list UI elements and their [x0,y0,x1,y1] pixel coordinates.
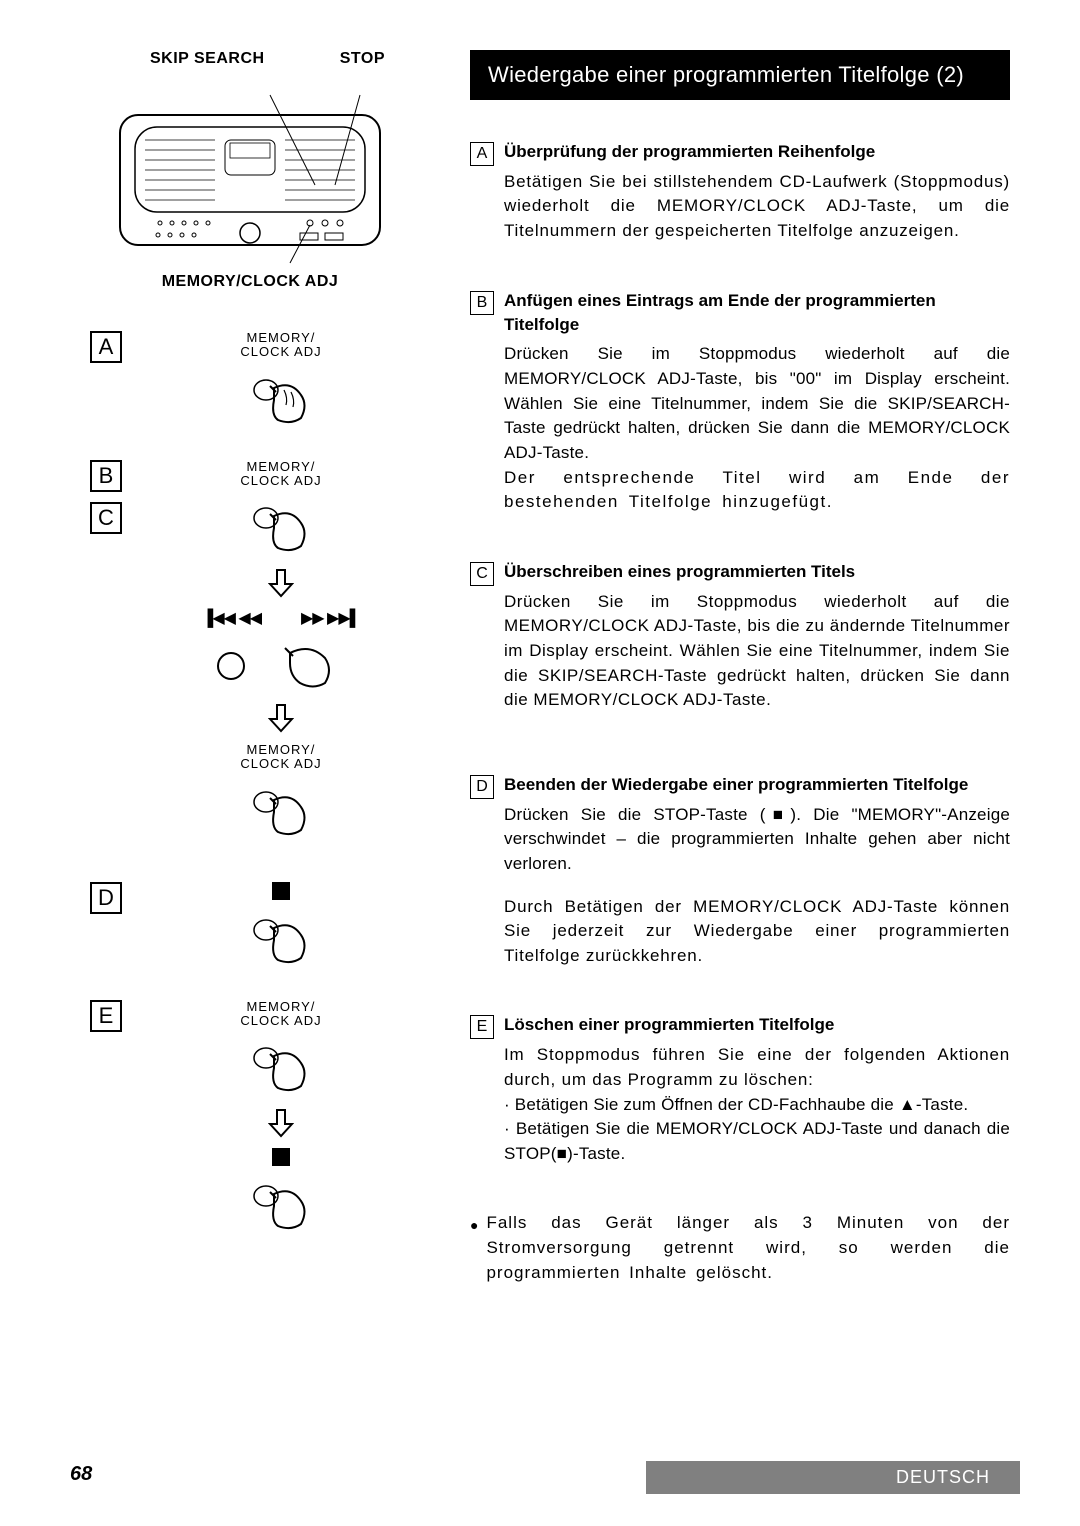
title-bar: Wiedergabe einer programmierten Titelfol… [470,50,1010,100]
hand-press-icon [246,782,316,842]
mem-label-bc1: MEMORY/CLOCK ADJ [240,460,321,489]
circle-icon [217,652,245,680]
section-e-letter: E [470,1015,494,1039]
section-a: A Überprüfung der programmierten Reihenf… [470,140,1010,244]
down-arrow-icon [268,568,294,598]
skip-search-label: SKIP SEARCH [150,50,265,68]
mem-label-e: MEMORY/CLOCK ADJ [240,1000,321,1029]
mem-label-bc2: MEMORY/CLOCK ADJ [240,743,321,772]
step-bc-row: B C MEMORY/CLOCK ADJ ▐◀◀ ◀◀ ▶▶ ▶▶▌ [60,460,440,842]
section-c-body: Drücken Sie im Stoppmodus wiederholt auf… [504,590,1010,713]
hand-press-icon [246,910,316,970]
section-d-letter: D [470,775,494,799]
note-row: ● Falls das Gerät länger als 3 Minuten v… [470,1211,1010,1285]
section-d: D Beenden der Wiedergabe einer programmi… [470,773,1010,969]
hand-press-icon [246,1038,316,1098]
section-d-heading: Beenden der Wiedergabe einer programmier… [504,773,1010,797]
bullet-icon: ● [470,1215,478,1235]
section-b-body1: Drücken Sie im Stoppmodus wiederholt auf… [504,342,1010,465]
left-column: SKIP SEARCH STOP [60,50,440,1285]
step-b-letter: B [90,460,122,492]
top-labels: SKIP SEARCH STOP [90,50,410,80]
device-illustration [110,85,390,265]
step-e-row: E MEMORY/CLOCK ADJ [60,1000,440,1237]
section-e-body1: Im Stoppmodus führen Sie eine der folgen… [504,1043,1010,1092]
section-b: B Anfügen eines Eintrags am Ende der pro… [470,289,1010,515]
down-arrow-icon [268,703,294,733]
down-arrow-icon [268,1108,294,1138]
section-c-letter: C [470,562,494,586]
stop-icon [272,882,290,900]
step-d-letter: D [90,882,122,914]
section-c: C Überschreiben eines programmierten Tit… [470,560,1010,713]
memory-clock-label: MEMORY/CLOCK ADJ [162,273,339,291]
right-column: Wiedergabe einer programmierten Titelfol… [470,50,1010,1285]
stop-icon [272,1148,290,1166]
section-d-body1: Drücken Sie die STOP-Taste (■). Die "MEM… [504,803,1010,877]
language-bar: DEUTSCH [646,1461,1020,1494]
section-a-letter: A [470,142,494,166]
step-d-row: D [60,882,440,970]
mem-label-a: MEMORY/CLOCK ADJ [240,331,321,360]
section-a-body: Betätigen Sie bei stillstehendem CD-Lauf… [504,170,1010,244]
page-number: 68 [70,1463,92,1486]
note-text: Falls das Gerät länger als 3 Minuten von… [486,1211,1010,1285]
hand-press-icon [246,498,316,558]
section-e-heading: Löschen einer programmierten Titelfolge [504,1013,1010,1037]
section-b-letter: B [470,291,494,315]
hand-press-icon [246,1176,316,1236]
step-e-letter: E [90,1000,122,1032]
section-c-heading: Überschreiben eines programmierten Titel… [504,560,1010,584]
section-a-heading: Überprüfung der programmierten Reihenfol… [504,140,1010,164]
hand-press-icon [246,370,316,430]
step-c-letter: C [90,502,122,534]
section-e-body3: · Betätigen Sie die MEMORY/CLOCK ADJ-Tas… [504,1117,1010,1166]
hand-press-icon [275,638,345,693]
section-e-body2: · Betätigen Sie zum Öffnen der CD-Fachha… [504,1093,1010,1118]
step-a-letter: A [90,331,122,363]
step-a-row: A MEMORY/CLOCK ADJ [60,331,440,430]
section-b-body2: Der entsprechende Titel wird am Ende der… [504,466,1010,515]
skip-buttons: ▐◀◀ ◀◀ ▶▶ ▶▶▌ [202,608,360,628]
section-e: E Löschen einer programmierten Titelfolg… [470,1013,1010,1166]
stop-label: STOP [340,50,385,68]
section-b-heading: Anfügen eines Eintrags am Ende der progr… [504,289,1010,337]
section-d-body2: Durch Betätigen der MEMORY/CLOCK ADJ-Tas… [504,895,1010,969]
